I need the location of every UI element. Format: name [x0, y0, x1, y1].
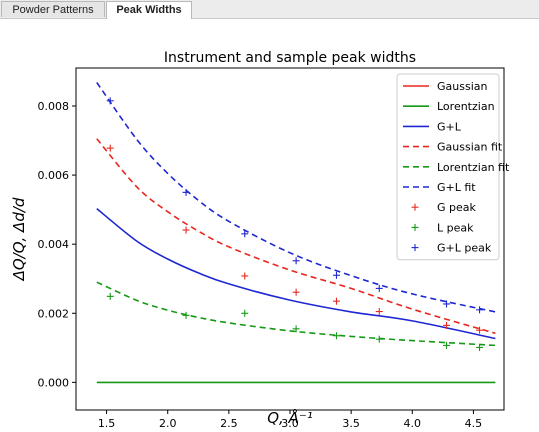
scatter-point-0-0 [106, 144, 114, 152]
scatter-point-0-3 [292, 288, 300, 296]
series-line-2 [96, 207, 496, 340]
scatter-point-1-4 [332, 332, 340, 340]
plot-canvas: Instrument and sample peak widths 1.5 2.0… [0, 19, 539, 430]
legend-item-1: Lorentzian [403, 100, 495, 113]
x-tick-label-4: 3.5 [342, 417, 360, 428]
scatter-point-1-5 [375, 335, 383, 343]
tab-peak-widths[interactable]: Peak Widths [106, 1, 192, 19]
x-axis-label: Q, Å⁻¹ [267, 408, 313, 427]
legend-item-3: Gaussian fit [403, 141, 503, 154]
legend-label-8: G+L peak [437, 242, 492, 255]
scatter-point-1-6 [443, 341, 451, 349]
legend-item-2: G+L [403, 120, 462, 133]
legend-item-7: L peak [411, 221, 474, 234]
y-tick-label-3: 0.006 [38, 169, 70, 182]
scatter-point-2-0 [106, 97, 114, 105]
scatter-point-0-6 [443, 321, 451, 329]
tab-powder-patterns[interactable]: Powder Patterns [1, 1, 105, 17]
x-tick-label-0: 1.5 [98, 417, 116, 428]
scatter-point-0-5 [375, 308, 383, 316]
x-tick-label-1: 2.0 [159, 417, 177, 428]
scatter-point-0-2 [241, 272, 249, 280]
tab-bar: Powder Patterns Peak Widths [0, 0, 539, 19]
scatter-point-2-1 [182, 188, 190, 196]
legend-box [396, 73, 500, 261]
legend-item-0: Gaussian [403, 80, 487, 93]
plot-layer [96, 82, 496, 384]
legend-label-4: Lorentzian fit [437, 161, 510, 174]
ticks-layer: 1.5 2.0 2.5 3.0 3.5 4.0 4.5 0.000 0.002 0.004 0.00… [38, 100, 483, 430]
x-tick-label-5: 4.0 [404, 417, 422, 428]
legend-item-8: G+L peak [411, 242, 492, 255]
scatter-point-1-1 [182, 311, 190, 319]
y-axis-label: ΔQ/Q, Δd/d [10, 197, 28, 281]
legend-label-2: G+L [437, 120, 462, 133]
legend-item-6: G peak [411, 201, 477, 214]
x-tick-label-3: 3.0 [281, 417, 299, 428]
legend-label-6: G peak [437, 201, 477, 214]
scatter-point-2-4 [332, 271, 340, 279]
scatter-point-1-7 [476, 343, 484, 351]
series-line-4 [96, 281, 496, 347]
scatter-point-1-3 [292, 325, 300, 333]
legend-label-1: Lorentzian [437, 100, 495, 113]
scatter-point-2-6 [443, 300, 451, 308]
scatter-point-0-7 [476, 326, 484, 334]
scatter-point-2-3 [292, 257, 300, 265]
y-tick-label-0: 0.000 [38, 376, 70, 389]
series-line-5 [96, 82, 496, 313]
peak-widths-chart: Instrument and sample peak widths 1.5 2.0… [10, 50, 510, 430]
y-tick-label-1: 0.002 [38, 307, 70, 320]
chart-title: Instrument and sample peak widths [164, 50, 416, 66]
legend-label-5: G+L fit [437, 181, 476, 194]
scatter-point-2-7 [476, 306, 484, 314]
scatter-point-2-2 [241, 230, 249, 238]
x-tick-label-2: 2.5 [220, 417, 238, 428]
legend: Gaussian Lorentzian G+L Gaussian fit Lorentz… [396, 73, 510, 261]
legend-label-7: L peak [437, 221, 474, 234]
scatter-point-1-2 [241, 309, 249, 317]
y-tick-label-4: 0.008 [38, 100, 70, 113]
scatter-point-2-5 [375, 284, 383, 292]
legend-item-4: Lorentzian fit [403, 161, 510, 174]
legend-label-0: Gaussian [437, 80, 487, 93]
scatter-point-0-1 [182, 226, 190, 234]
legend-label-3: Gaussian fit [437, 141, 503, 154]
y-tick-label-2: 0.004 [38, 238, 70, 251]
scatter-point-0-4 [332, 297, 340, 305]
x-tick-label-6: 4.5 [465, 417, 483, 428]
legend-item-5: G+L fit [403, 181, 476, 194]
scatter-point-1-0 [106, 292, 114, 300]
